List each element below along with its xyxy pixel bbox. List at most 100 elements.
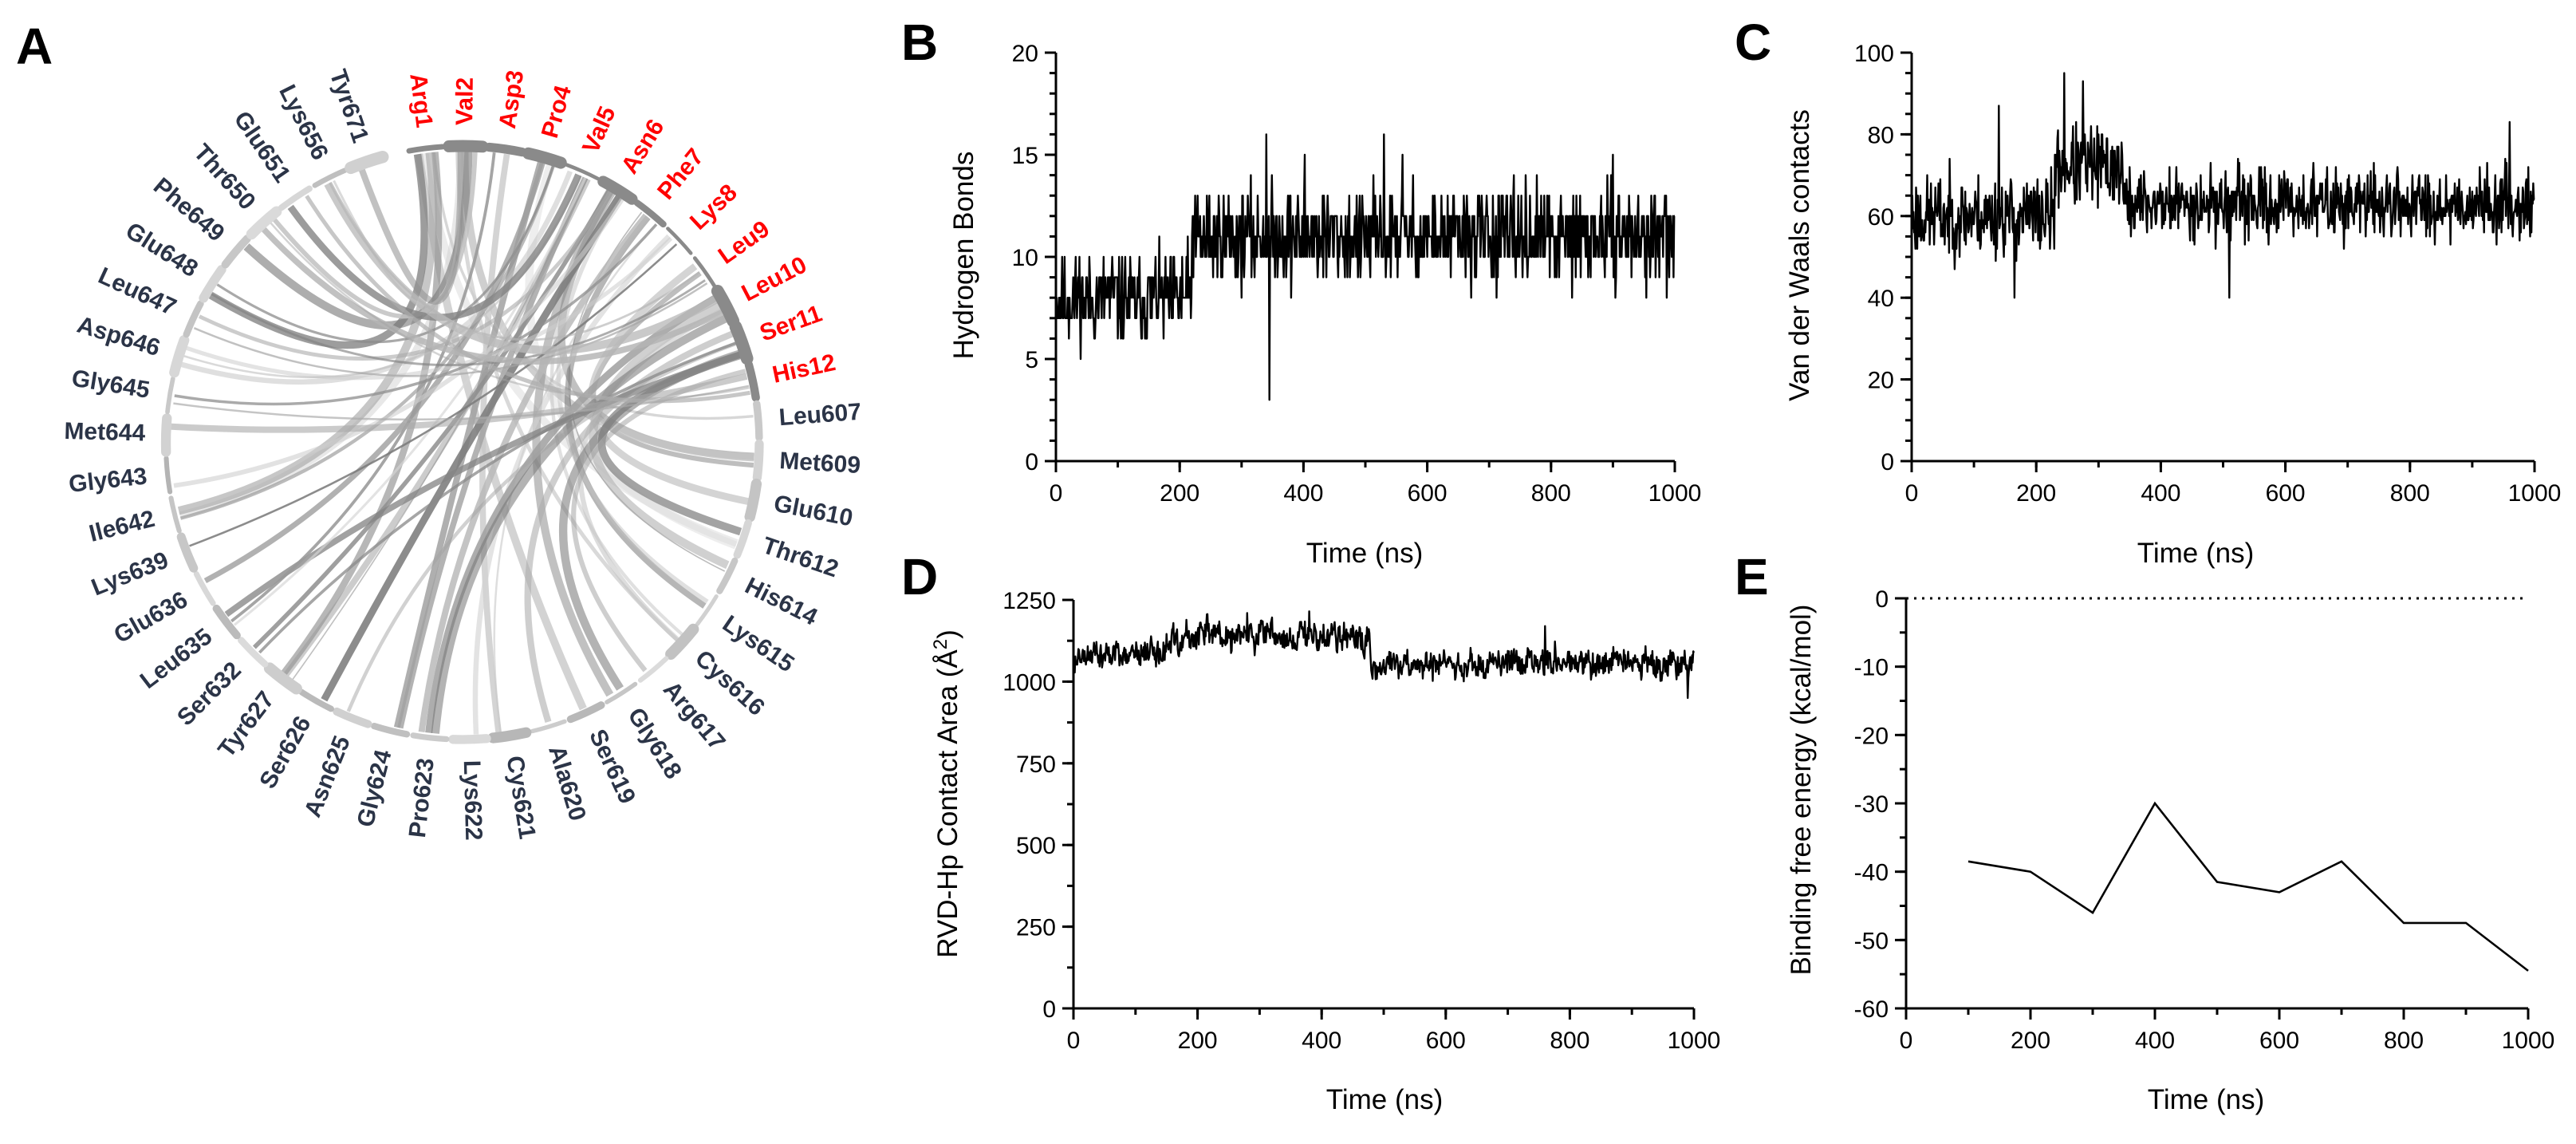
arc-leu647 — [183, 300, 204, 338]
arc-his12 — [744, 360, 760, 402]
e-x-tick-label: 400 — [2135, 1028, 2175, 1054]
chord-link — [283, 177, 591, 677]
arc-tyr671 — [345, 151, 389, 175]
arc-glu636 — [193, 570, 216, 606]
arc-ala620 — [530, 719, 567, 734]
residue-label-tyr671: Tyr671 — [325, 66, 374, 146]
chord-link — [208, 153, 428, 349]
e-x-tick-label: 200 — [2011, 1028, 2050, 1054]
residue-label-glu610: Glu610 — [771, 491, 855, 532]
d-x-tick-label: 0 — [1067, 1028, 1081, 1054]
chord-link — [397, 176, 589, 729]
d-y-tick-label: 500 — [1016, 833, 1056, 859]
arc-thr612 — [733, 519, 752, 559]
e-y-tick-label: -60 — [1854, 996, 1889, 1023]
d-x-tick-label: 400 — [1302, 1028, 1341, 1054]
chord-link — [173, 197, 625, 488]
chord-link — [171, 373, 748, 433]
arc-tyr627 — [263, 662, 302, 695]
chord-link — [258, 341, 738, 654]
residue-label-ser626: Ser626 — [254, 712, 316, 793]
arc-val2 — [443, 140, 489, 153]
b-xlabel: Time (ns) — [1306, 538, 1423, 569]
c-x-tick-label: 1000 — [2508, 480, 2562, 507]
d-x-tick-label: 200 — [1178, 1028, 1218, 1054]
c-y-tick-label: 60 — [1868, 204, 1894, 231]
residue-label-gly645: Gly645 — [70, 365, 152, 404]
residue-label-leu607: Leu607 — [778, 399, 863, 432]
arc-gly643 — [163, 456, 173, 495]
chord-link — [185, 236, 673, 381]
e-y-tick-label: -30 — [1854, 791, 1889, 818]
arc-ile642 — [168, 495, 182, 534]
chord-link — [252, 189, 612, 649]
residue-label-met644: Met644 — [64, 418, 146, 447]
residue-label-ser11: Ser11 — [756, 301, 825, 347]
chord-arcs — [160, 140, 764, 744]
residue-label-gly624: Gly624 — [353, 747, 397, 830]
arc-leu9 — [692, 256, 716, 288]
chord-link — [461, 150, 754, 462]
chord-link — [261, 227, 725, 365]
chord-link — [472, 234, 671, 735]
e-y-tick-label: -40 — [1854, 860, 1889, 886]
chord-link — [358, 150, 464, 305]
binding-energy-chart: 0 -10 -20 -30 -40 -50 -60 0 200 400 600 800 1000 Bin… — [1786, 586, 2554, 1115]
residue-label-ala620: Ala620 — [543, 743, 591, 824]
c-ylabel: Van der Waals contacts — [1784, 109, 1815, 401]
chord-link — [305, 195, 751, 404]
arc-lys8 — [666, 227, 693, 255]
residue-label-pro623: Pro623 — [404, 757, 439, 839]
residue-label-ile642: Ile642 — [86, 506, 157, 547]
b-x-tick-label: 600 — [1408, 480, 1448, 507]
chord-link — [270, 222, 750, 400]
arc-phe7 — [633, 199, 667, 228]
residue-label-ser619: Ser619 — [584, 725, 640, 807]
b-x-tick-label: 400 — [1283, 480, 1323, 507]
arc-ser632 — [238, 637, 269, 668]
residue-label-lys656: Lys656 — [274, 81, 333, 164]
c-x-tick-label: 800 — [2390, 480, 2430, 507]
residue-label-arg1: Arg1 — [404, 72, 437, 129]
chord-link — [559, 349, 742, 691]
chord-diagram: Arg1 Val2 Asp3 Pro4 Val5Asn6Phe7Lys8Leu9Leu1… — [64, 66, 862, 841]
c-y-tick-label: 100 — [1854, 41, 1894, 67]
e-ylabel: Binding free energy (kcal/mol) — [1786, 605, 1817, 976]
d-y-tick-label: 250 — [1016, 915, 1056, 941]
arc-asp646 — [169, 335, 190, 378]
arc-lys639 — [176, 532, 199, 573]
b-x-tick-label: 200 — [1160, 480, 1199, 507]
c-xlabel: Time (ns) — [2137, 538, 2254, 569]
arc-val5 — [565, 163, 600, 181]
arc-gly618 — [605, 681, 638, 704]
panel-letter-a: A — [16, 18, 53, 75]
residue-label-gly643: Gly643 — [68, 463, 148, 498]
arc-asn625 — [333, 707, 372, 728]
d-y-tick-label: 750 — [1016, 751, 1056, 778]
e-x-tick-label: 0 — [1900, 1028, 1913, 1054]
residue-label-lys8: Lys8 — [685, 179, 742, 235]
e-x-tick-label: 1000 — [2502, 1028, 2555, 1054]
residue-label-lys639: Lys639 — [88, 547, 172, 602]
residue-label-asn625: Asn625 — [300, 732, 356, 821]
c-y-tick-label: 0 — [1881, 449, 1894, 475]
chord-link — [587, 263, 750, 506]
arc-arg617 — [637, 656, 669, 683]
d-y-tick-label: 1250 — [1002, 588, 1056, 614]
arc-lys615 — [695, 594, 719, 626]
b-ylabel: Hydrogen Bonds — [948, 152, 979, 360]
e-y-tick-label: -10 — [1854, 655, 1889, 681]
b-y-tick-label: 0 — [1025, 449, 1038, 475]
panel-letter-b: B — [901, 14, 938, 71]
b-y-tick-label: 20 — [1012, 41, 1038, 67]
chord-link — [287, 173, 582, 322]
chord-link — [324, 181, 719, 355]
chord-link — [431, 314, 729, 734]
c-x-tick-label: 600 — [2266, 480, 2306, 507]
arc-glu648 — [199, 265, 226, 303]
residue-label-val5: Val5 — [577, 103, 620, 157]
residue-label-asp646: Asp646 — [74, 311, 163, 361]
